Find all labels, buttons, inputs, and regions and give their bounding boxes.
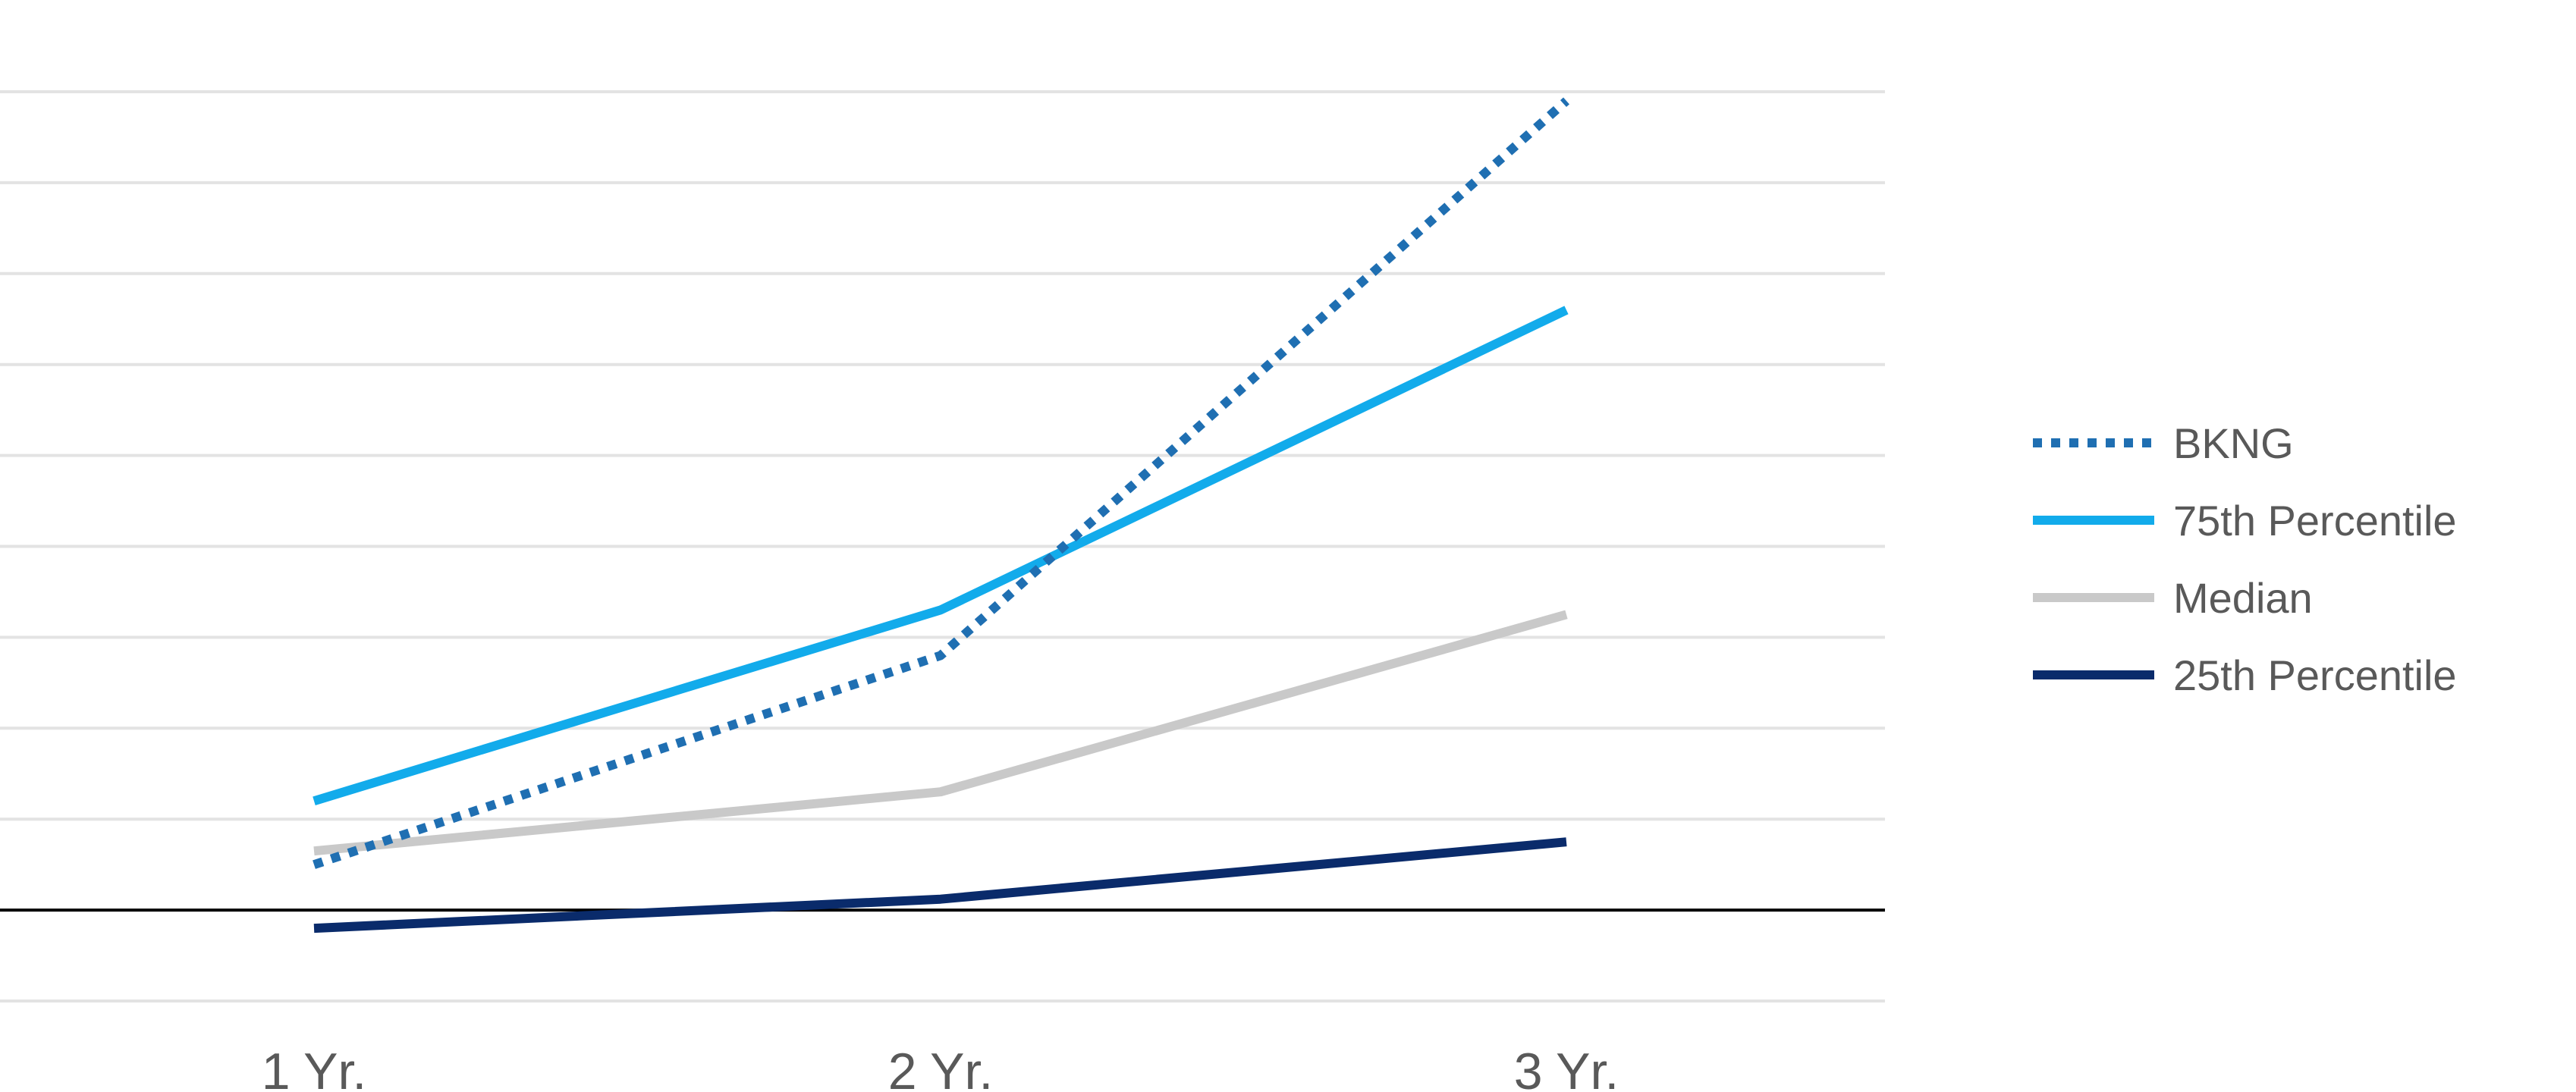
series-line-25th-percentile <box>313 837 1567 934</box>
series-lines <box>313 97 1569 934</box>
gridlines <box>0 90 1885 1003</box>
legend-label: Median <box>2173 574 2313 622</box>
series-line-bkng <box>313 97 1569 869</box>
legend: BKNG 75th Percentile Median 25th Percentile <box>2033 419 2457 699</box>
legend-label: BKNG <box>2173 419 2294 467</box>
x-tick-label: 2 Yr. <box>888 1043 994 1092</box>
x-tick-label: 3 Yr. <box>1514 1043 1619 1092</box>
legend-label: 75th Percentile <box>2173 497 2457 544</box>
legend-label: 25th Percentile <box>2173 651 2457 699</box>
x-axis-ticks: 1 Yr. 2 Yr. 3 Yr. <box>262 1043 1619 1092</box>
series-line-median <box>313 610 1568 856</box>
series-line-75th-percentile <box>313 306 1569 805</box>
x-tick-label: 1 Yr. <box>262 1043 367 1092</box>
